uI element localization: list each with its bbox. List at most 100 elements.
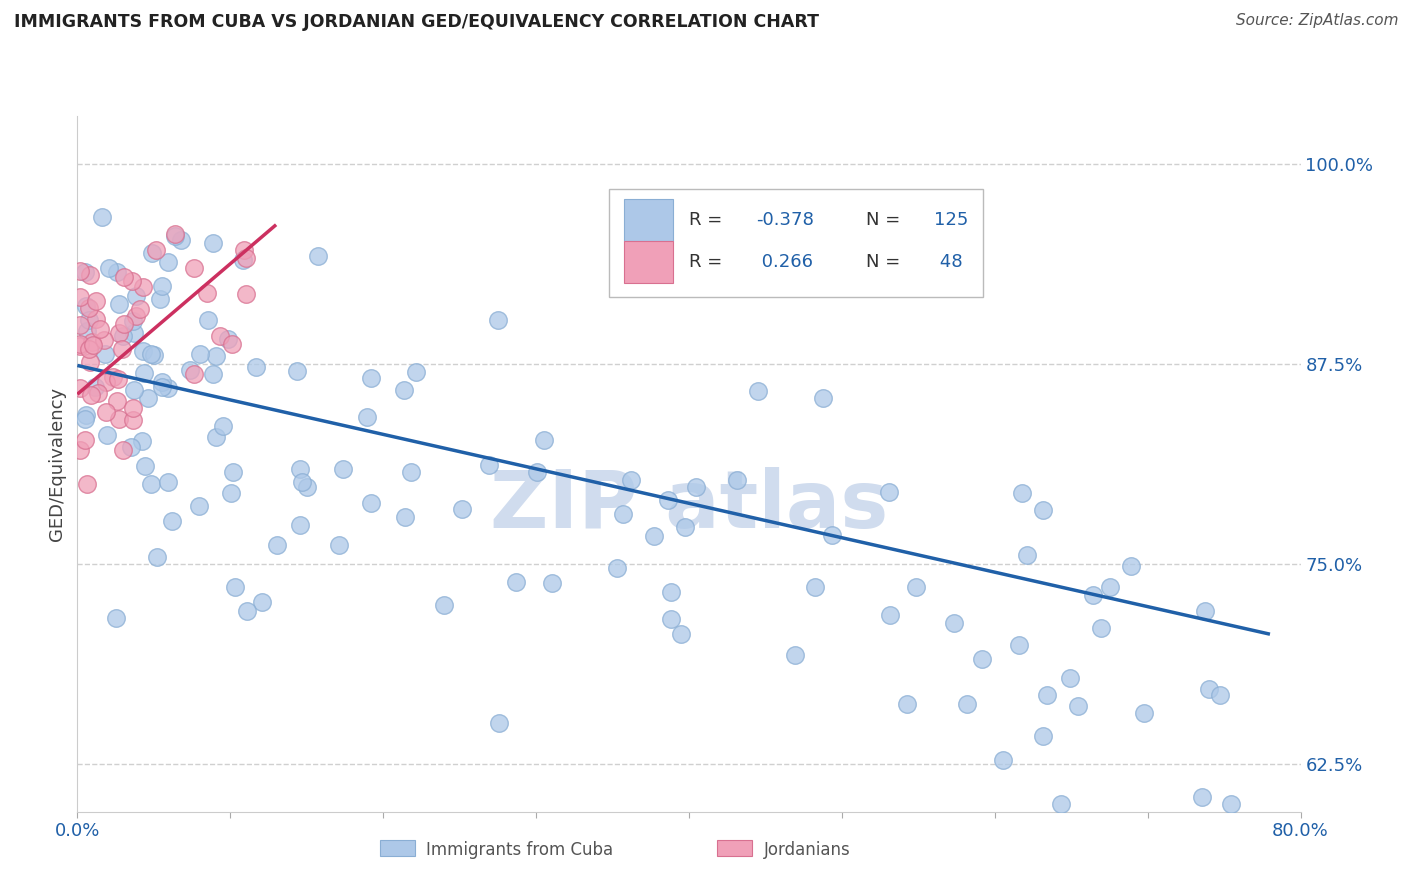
Point	[69, 381, 91, 395]
Point	[69, 337, 91, 351]
Point	[451, 501, 474, 516]
Point	[112, 329, 135, 343]
Point	[136, 391, 159, 405]
Point	[685, 480, 707, 494]
Point	[190, 347, 212, 361]
Point	[291, 475, 314, 489]
Point	[105, 265, 128, 279]
Point	[107, 372, 129, 386]
Point	[101, 369, 124, 384]
Point	[134, 459, 156, 474]
Point	[1219, 797, 1241, 811]
Point	[94, 347, 117, 361]
Point	[221, 336, 243, 351]
Text: 0.266: 0.266	[756, 253, 813, 271]
Point	[1090, 621, 1112, 635]
Point	[360, 370, 382, 384]
Point	[505, 575, 527, 590]
Point	[821, 528, 844, 542]
Point	[179, 363, 201, 377]
Point	[76, 299, 98, 313]
Point	[486, 313, 509, 327]
Point	[205, 349, 228, 363]
Point	[188, 499, 211, 513]
Point	[150, 375, 173, 389]
Point	[219, 486, 242, 500]
Point	[183, 367, 205, 381]
Point	[150, 380, 173, 394]
Point	[1050, 797, 1073, 811]
Point	[1191, 789, 1213, 804]
Point	[235, 287, 257, 301]
Point	[149, 292, 172, 306]
Point	[1036, 688, 1059, 702]
Point	[606, 560, 628, 574]
Point	[73, 412, 96, 426]
Point	[1194, 605, 1216, 619]
Point	[145, 549, 167, 564]
Point	[96, 376, 118, 390]
Point	[208, 329, 231, 343]
Point	[266, 538, 288, 552]
Point	[77, 313, 100, 327]
Point	[120, 440, 142, 454]
Point	[80, 388, 103, 402]
Bar	[624, 241, 673, 283]
Point	[132, 280, 155, 294]
Text: Immigrants from Cuba: Immigrants from Cuba	[426, 841, 613, 859]
Point	[139, 477, 162, 491]
Point	[112, 317, 135, 331]
Point	[1008, 638, 1031, 652]
Point	[69, 290, 91, 304]
Point	[725, 473, 748, 487]
Point	[160, 514, 183, 528]
Point	[76, 324, 98, 338]
Point	[970, 652, 993, 666]
Point	[222, 465, 245, 479]
Point	[107, 394, 129, 409]
Point	[69, 264, 91, 278]
Point	[73, 265, 96, 279]
Point	[669, 627, 692, 641]
Point	[943, 616, 966, 631]
Point	[533, 434, 555, 448]
Point	[218, 332, 240, 346]
Point	[1099, 580, 1122, 594]
Point	[1198, 681, 1220, 696]
Point	[69, 442, 91, 457]
Point	[108, 297, 131, 311]
Point	[399, 465, 422, 479]
Point	[111, 443, 134, 458]
Point	[122, 314, 145, 328]
Point	[73, 433, 96, 447]
Point	[98, 260, 121, 275]
Point	[332, 462, 354, 476]
Point	[1059, 671, 1081, 685]
Point	[478, 458, 501, 472]
Text: R =: R =	[689, 211, 728, 229]
Point	[183, 260, 205, 275]
Point	[877, 485, 900, 500]
Point	[124, 383, 146, 397]
Point	[90, 210, 112, 224]
Point	[139, 347, 162, 361]
Point	[747, 384, 769, 398]
Point	[195, 286, 218, 301]
Point	[82, 338, 104, 352]
Point	[122, 326, 145, 341]
Text: ZIP atlas: ZIP atlas	[489, 467, 889, 545]
Point	[1011, 486, 1033, 500]
Point	[356, 410, 378, 425]
Point	[163, 229, 186, 244]
Point	[785, 648, 807, 662]
Point	[1032, 502, 1054, 516]
Point	[955, 697, 977, 711]
Point	[392, 383, 415, 397]
Point	[879, 607, 901, 622]
Point	[643, 529, 665, 543]
Point	[77, 342, 100, 356]
Point	[156, 255, 179, 269]
Point	[96, 427, 118, 442]
Y-axis label: GED/Equivalency: GED/Equivalency	[48, 387, 66, 541]
Point	[125, 309, 148, 323]
